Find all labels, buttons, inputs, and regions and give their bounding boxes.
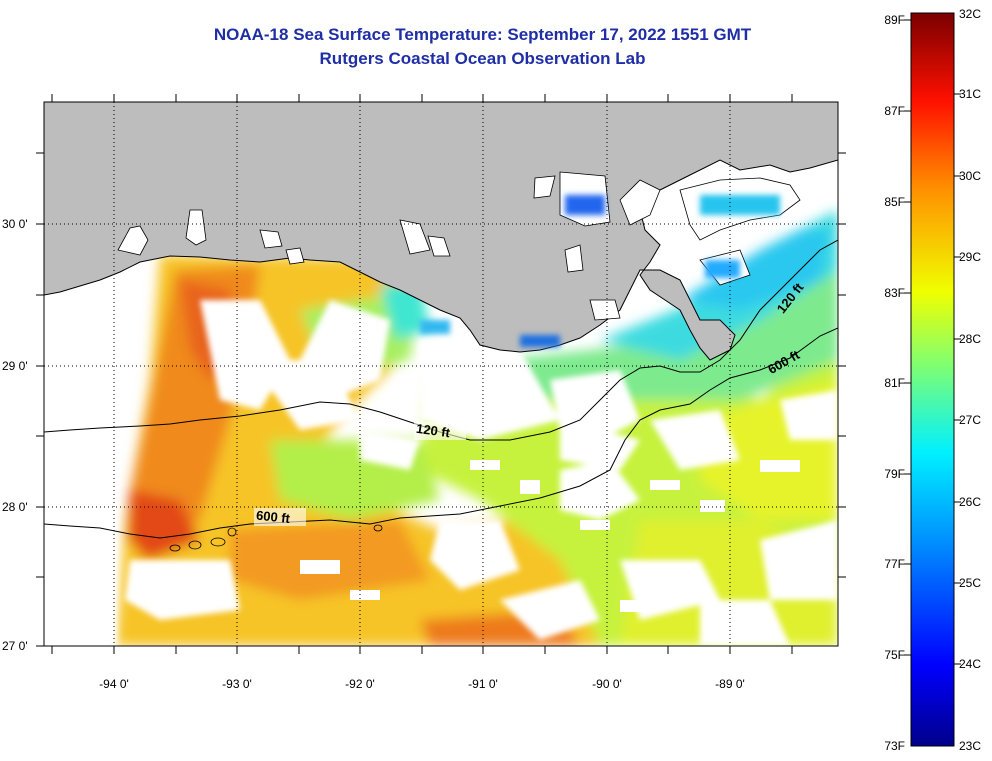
colorbar-label-c: 30C	[959, 169, 981, 183]
lon-label: -93 0'	[222, 677, 252, 691]
colorbar-label-f: 73F	[884, 739, 905, 753]
contour-label-120: 120 ft	[415, 421, 451, 441]
tick-marks	[36, 94, 846, 654]
colorbar-label-c: 29C	[959, 250, 981, 264]
colorbar-ticks	[904, 19, 961, 665]
colorbar-label-f: 81F	[884, 376, 905, 390]
lon-label: -90 0'	[592, 677, 622, 691]
lat-label: 29 0'	[2, 359, 28, 373]
plot-frame	[43, 101, 839, 647]
lon-label: -89 0'	[715, 677, 745, 691]
colorbar-label-c: 26C	[959, 495, 981, 509]
colorbar-label-f: 77F	[884, 557, 905, 571]
colorbar-label-c: 23C	[959, 739, 981, 753]
lat-label: 27 0'	[2, 639, 28, 653]
colorbar-label-c: 32C	[959, 7, 981, 21]
contour-label-600: 600 ft	[255, 508, 291, 527]
lon-label: -91 0'	[468, 677, 498, 691]
colorbar-label-f: 85F	[884, 195, 905, 209]
colorbar-label-f: 89F	[884, 13, 905, 27]
colorbar-label-f: 75F	[884, 648, 905, 662]
colorbar-label-c: 28C	[959, 332, 981, 346]
colorbar-label-f: 87F	[884, 104, 905, 118]
map-subtitle: Rutgers Coastal Ocean Observation Lab	[319, 49, 646, 68]
colorbar-label-c: 27C	[959, 413, 981, 427]
colorbar-label-f: 83F	[884, 286, 905, 300]
colorbar	[910, 12, 955, 747]
sst-field	[44, 102, 838, 646]
colorbar-label-f: 79F	[884, 467, 905, 481]
colorbar-label-c: 31C	[959, 87, 981, 101]
colorbar-label-c: 24C	[959, 657, 981, 671]
map-title: NOAA-18 Sea Surface Temperature: Septemb…	[213, 25, 752, 44]
lat-label: 30 0'	[2, 217, 28, 231]
lon-label: -94 0'	[99, 677, 129, 691]
lon-label: -92 0'	[345, 677, 375, 691]
colorbar-label-c: 25C	[959, 576, 981, 590]
lat-label: 28 0'	[2, 500, 28, 514]
